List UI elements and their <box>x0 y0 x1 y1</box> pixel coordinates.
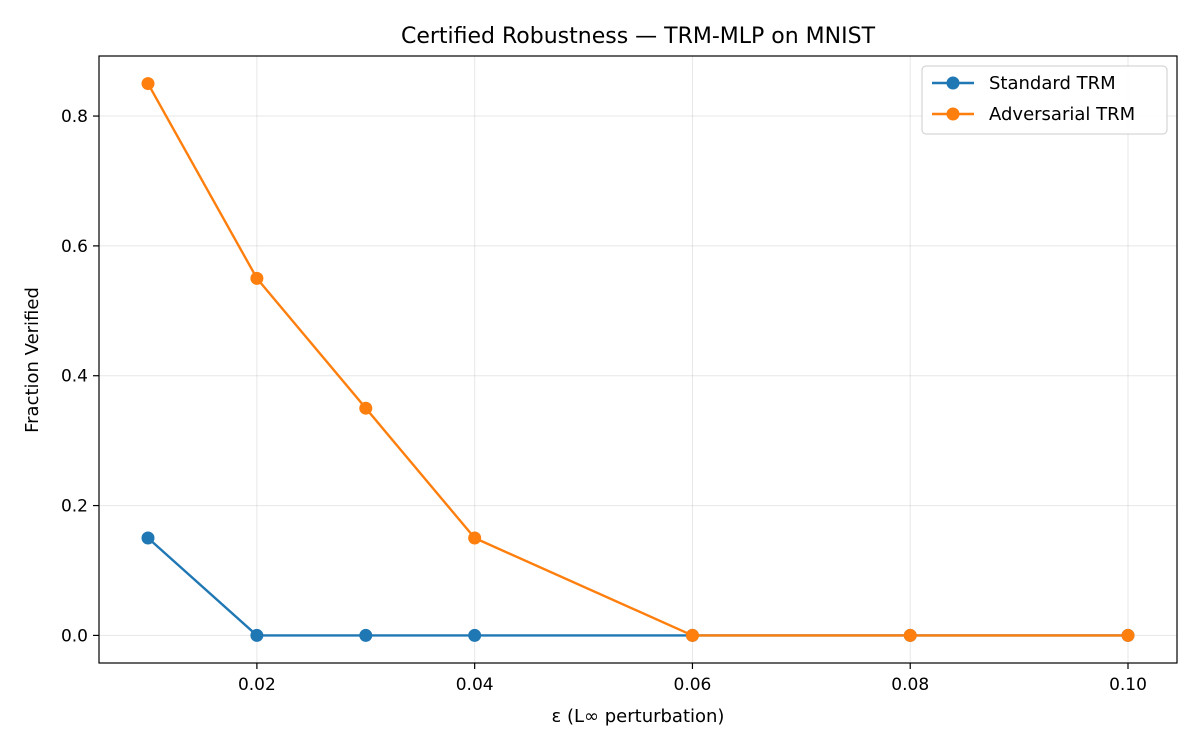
legend-label: Adversarial TRM <box>989 104 1135 125</box>
legend-item: Standard TRM <box>932 73 1116 94</box>
x-tick-label: 0.08 <box>891 675 929 695</box>
plot-frame <box>98 55 1178 664</box>
series-layer <box>141 77 1135 642</box>
legend-marker <box>946 76 960 90</box>
y-axis-label: Fraction Verified <box>22 287 43 433</box>
legend: Standard TRM Adversarial TRM <box>921 65 1168 135</box>
series-2 <box>141 77 1135 642</box>
legend-item: Adversarial TRM <box>932 104 1135 125</box>
data-point <box>468 628 482 642</box>
series-1 <box>141 531 1135 642</box>
x-tick-label: 0.04 <box>456 675 494 695</box>
data-point <box>250 271 264 285</box>
x-tick-label: 0.06 <box>674 675 712 695</box>
data-point <box>359 401 373 415</box>
series-line <box>146 83 1128 637</box>
legend-box <box>921 65 1168 135</box>
y-tick-label: 0.4 <box>61 367 88 387</box>
data-point <box>685 628 699 642</box>
data-point <box>1121 628 1135 642</box>
legend-marker <box>946 107 960 121</box>
legend-label: Standard TRM <box>989 73 1116 94</box>
chart-title: Certified Robustness — TRM-MLP on MNIST <box>401 24 876 49</box>
y-axis-ticks: 0.0 0.2 0.4 0.6 0.8 <box>61 107 99 646</box>
x-tick-label: 0.10 <box>1109 675 1147 695</box>
y-tick-label: 0.0 <box>61 626 88 646</box>
x-axis-ticks: 0.02 0.04 0.06 0.08 0.10 <box>238 663 1147 695</box>
y-tick-label: 0.2 <box>61 497 88 517</box>
x-axis-label: ε (L∞ perturbation) <box>552 706 725 727</box>
series-line <box>147 537 1128 637</box>
data-point <box>468 531 482 545</box>
data-point <box>359 628 373 642</box>
data-point <box>141 531 155 545</box>
data-point <box>141 77 155 91</box>
data-point <box>250 628 264 642</box>
grid <box>99 56 1177 663</box>
data-point <box>903 628 917 642</box>
y-tick-label: 0.8 <box>61 107 88 127</box>
x-tick-label: 0.02 <box>238 675 276 695</box>
y-tick-label: 0.6 <box>61 237 88 257</box>
